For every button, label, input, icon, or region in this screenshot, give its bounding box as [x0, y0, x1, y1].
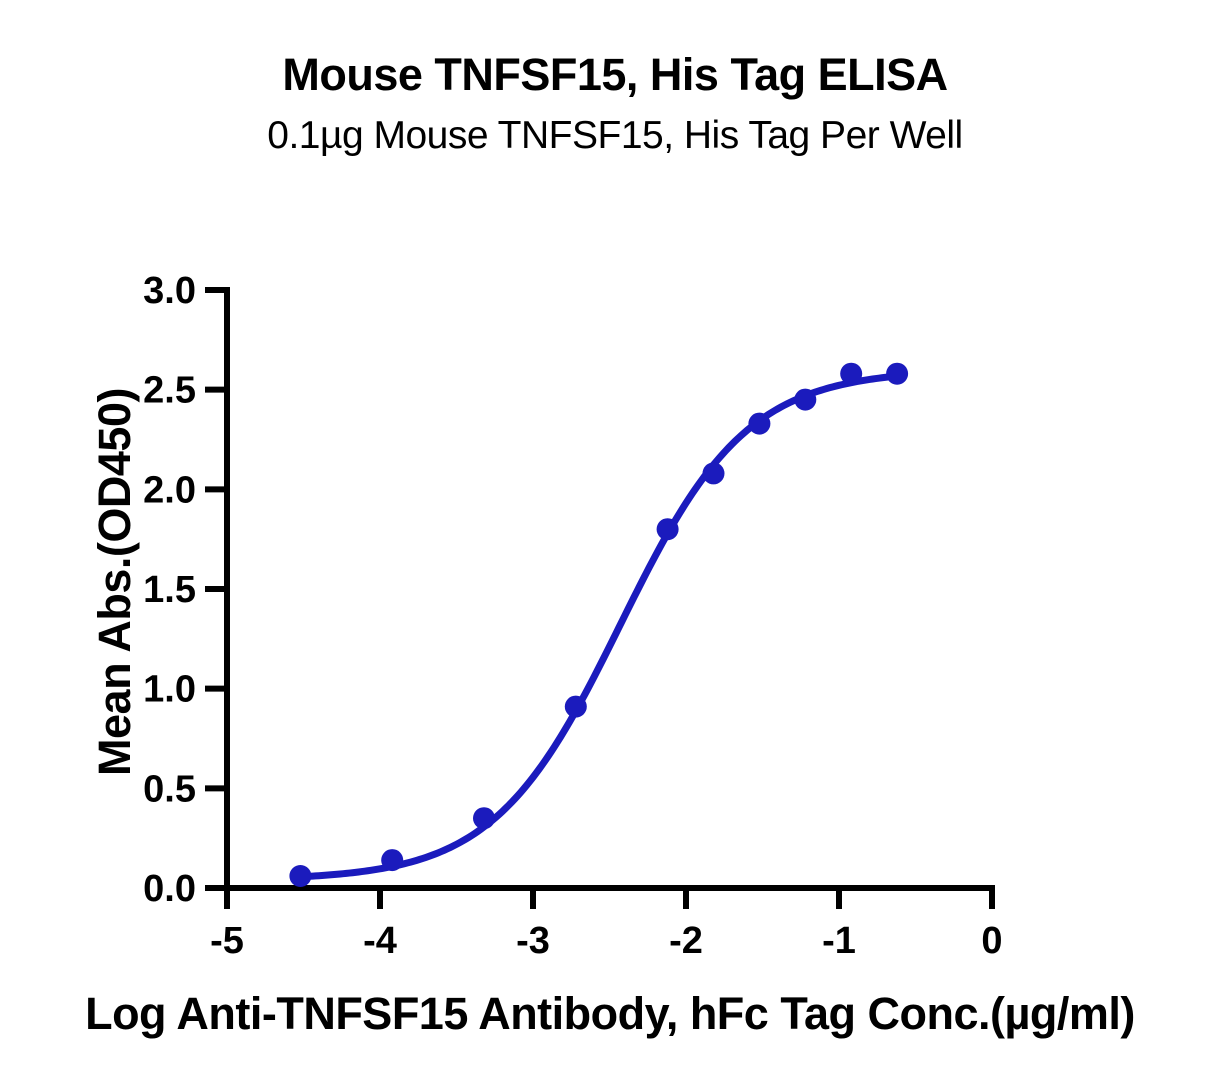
data-point [656, 518, 679, 541]
data-point [840, 362, 863, 385]
chart-subtitle: 0.1µg Mouse TNFSF15, His Tag Per Well [267, 114, 962, 157]
data-point [886, 362, 909, 385]
fit-curve [296, 372, 901, 881]
data-point [564, 695, 587, 718]
y-axis-title: Mean Abs.(OD450) [89, 388, 140, 776]
x-tick-label: -1 [822, 920, 856, 962]
x-axis-title: Log Anti-TNFSF15 Antibody, hFc Tag Conc.… [85, 988, 1135, 1039]
y-tick-label: 1.0 [143, 669, 196, 711]
data-points-layer [289, 362, 909, 887]
x-tick-label: -4 [363, 920, 397, 962]
x-axis-ticks: -5 -4 -3 -2 -1 0 [210, 888, 1003, 962]
y-axis-ticks: 0.0 0.5 1.0 1.5 2.0 2.5 3.0 [143, 270, 227, 910]
x-tick-label: -5 [210, 920, 244, 962]
y-tick-label: 2.0 [143, 469, 196, 511]
x-tick-label: 0 [981, 920, 1002, 962]
data-point [702, 462, 725, 485]
data-point [381, 849, 404, 872]
x-tick-label: -2 [669, 920, 703, 962]
data-point [748, 412, 771, 435]
data-point [289, 865, 312, 887]
data-point [794, 388, 817, 411]
y-tick-label: 3.0 [143, 270, 196, 312]
y-tick-label: 2.5 [143, 370, 196, 412]
y-tick-label: 1.5 [143, 569, 196, 611]
data-point [473, 807, 495, 830]
fit-curve-layer [296, 372, 901, 881]
x-tick-label: -3 [516, 920, 550, 962]
y-tick-label: 0.5 [143, 768, 196, 810]
chart-title: Mouse TNFSF15, His Tag ELISA [282, 49, 947, 100]
y-tick-label: 0.0 [143, 868, 196, 910]
